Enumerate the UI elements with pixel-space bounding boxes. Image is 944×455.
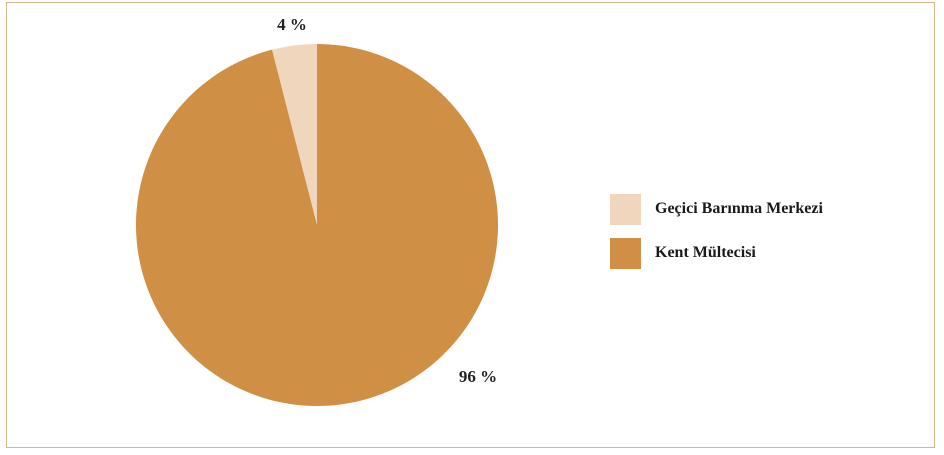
legend-item-gecici-barinma-merkezi: Geçici Barınma Merkezi <box>610 193 823 225</box>
pie-data-labels: 4 % 96 % <box>277 15 497 386</box>
pie-slices <box>135 44 498 407</box>
data-label-gecici-barinma-merkezi: 4 % <box>277 15 307 34</box>
legend-label-gecici-barinma-merkezi: Geçici Barınma Merkezi <box>655 200 823 217</box>
data-label-kent-multecisi: 96 % <box>459 367 497 386</box>
legend-label-kent-multecisi: Kent Mültecisi <box>655 244 756 261</box>
pie-slice-gecici-barinma-merkezi <box>271 44 317 225</box>
legend-swatch-kent-multecisi <box>610 237 641 269</box>
legend-item-kent-multecisi: Kent Mültecisi <box>610 237 823 269</box>
legend-swatch-gecici-barinma-merkezi <box>610 193 641 225</box>
pie-slice-kent-multecisi <box>135 44 498 407</box>
chart-legend: Geçici Barınma Merkezi Kent Mültecisi <box>610 193 823 281</box>
